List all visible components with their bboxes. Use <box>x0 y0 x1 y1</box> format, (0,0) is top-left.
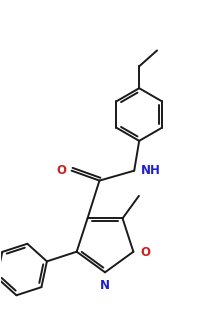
Text: NH: NH <box>141 164 161 177</box>
Text: O: O <box>140 246 150 259</box>
Text: N: N <box>100 279 110 292</box>
Text: O: O <box>57 164 67 177</box>
